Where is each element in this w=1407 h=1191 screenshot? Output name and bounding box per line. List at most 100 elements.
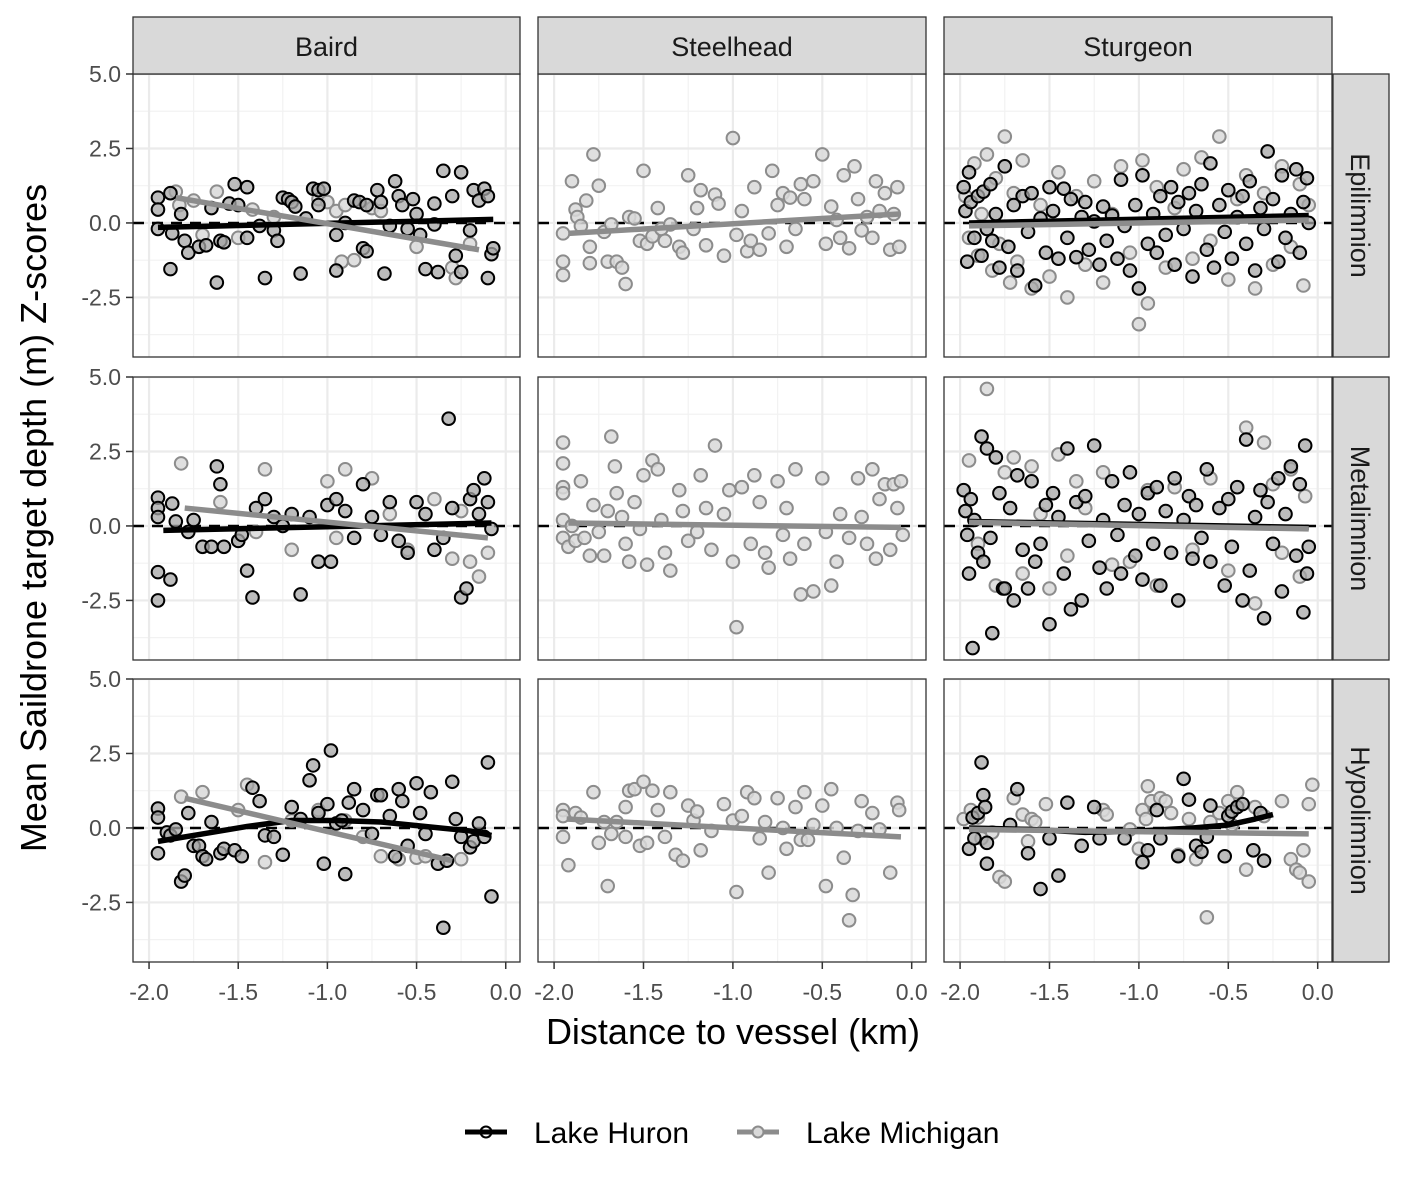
point-lake-michigan xyxy=(586,784,601,800)
legend-item-lake-michigan[interactable]: Lake Michigan xyxy=(737,1117,999,1150)
point-lake-michigan xyxy=(797,191,812,207)
point-lake-michigan xyxy=(779,500,794,516)
point-lake-michigan xyxy=(693,842,709,858)
point-lake-michigan xyxy=(329,530,344,546)
point-lake-michigan xyxy=(680,167,696,183)
point-lake-michigan xyxy=(747,790,762,806)
point-lake-michigan xyxy=(979,381,995,397)
point-lake-michigan xyxy=(627,211,642,226)
point-lake-huron xyxy=(302,772,317,788)
x-tick-label: -0.5 xyxy=(802,979,842,1005)
point-lake-michigan xyxy=(1163,805,1179,821)
point-lake-huron xyxy=(977,799,993,815)
point-lake-michigan xyxy=(1247,281,1263,296)
point-lake-michigan xyxy=(1015,153,1030,168)
point-lake-michigan xyxy=(729,884,744,900)
point-lake-michigan xyxy=(614,260,630,275)
point-lake-michigan xyxy=(284,542,300,558)
point-lake-huron xyxy=(1217,578,1233,593)
point-lake-huron xyxy=(346,781,362,797)
point-lake-huron xyxy=(400,545,415,561)
point-lake-huron xyxy=(1194,844,1209,860)
point-lake-michigan xyxy=(997,129,1013,144)
y-axis-hypolimnion: 5.0 2.5 0.0 -2.5 xyxy=(81,666,133,915)
point-lake-huron xyxy=(177,868,193,883)
point-lake-huron xyxy=(1060,795,1075,810)
point-lake-huron xyxy=(150,564,166,580)
point-lake-huron xyxy=(992,260,1007,275)
point-lake-michigan xyxy=(1185,251,1200,266)
point-lake-michigan xyxy=(841,530,857,546)
point-lake-michigan xyxy=(757,545,773,561)
point-lake-huron xyxy=(186,512,201,528)
x-tick-label: -1.5 xyxy=(1030,979,1070,1005)
point-lake-michigan xyxy=(1038,796,1054,812)
point-lake-huron xyxy=(1185,269,1200,284)
point-lake-huron xyxy=(1212,197,1227,213)
x-axis-sturgeon: -2.0 -1.5 -1.0 -0.5 0.0 xyxy=(940,962,1334,1005)
point-lake-huron xyxy=(316,856,332,871)
point-lake-michigan xyxy=(752,494,768,510)
point-lake-michigan xyxy=(591,835,607,851)
point-lake-huron xyxy=(1242,173,1258,189)
y-tick-label: 5.0 xyxy=(89,364,121,390)
point-lake-michigan xyxy=(578,193,594,208)
point-lake-michigan xyxy=(1095,275,1111,290)
point-lake-michigan xyxy=(704,542,719,558)
point-lake-huron xyxy=(150,845,166,861)
point-lake-michigan xyxy=(761,226,776,241)
point-lake-huron xyxy=(1135,167,1150,183)
point-lake-michigan xyxy=(555,435,571,450)
point-lake-huron xyxy=(320,796,335,812)
point-lake-huron xyxy=(209,275,225,290)
x-tick-label: -1.0 xyxy=(1119,979,1159,1005)
point-lake-huron xyxy=(394,793,410,809)
strip-row-metalimnion: Metalimnion xyxy=(1332,376,1390,661)
panel-border xyxy=(132,376,521,661)
point-lake-michigan xyxy=(854,793,869,809)
panel-border xyxy=(132,678,521,963)
point-lake-michigan xyxy=(734,808,750,824)
point-lake-michigan xyxy=(693,468,709,483)
point-lake-michigan xyxy=(1135,153,1150,168)
point-lake-michigan xyxy=(591,178,607,194)
point-lake-michigan xyxy=(891,802,907,818)
point-lake-michigan xyxy=(961,453,977,468)
y-tick-label: 0.0 xyxy=(89,210,121,236)
point-lake-michigan xyxy=(893,473,909,489)
point-lake-huron xyxy=(1140,842,1156,858)
panel-sturgeon-epilimnion xyxy=(943,73,1333,358)
point-lake-huron xyxy=(1056,566,1072,581)
point-lake-huron xyxy=(967,230,982,246)
point-lake-michigan xyxy=(743,233,759,249)
point-lake-huron xyxy=(1271,470,1286,486)
point-lake-huron xyxy=(1051,251,1066,266)
point-lake-huron xyxy=(1086,438,1102,453)
point-lake-huron xyxy=(466,482,481,498)
point-lake-michigan xyxy=(689,804,705,819)
point-lake-huron xyxy=(204,814,219,830)
point-lake-huron xyxy=(180,245,196,261)
point-lake-huron xyxy=(177,233,193,249)
point-lake-huron xyxy=(961,165,977,180)
point-lake-huron xyxy=(1117,497,1132,513)
legend-item-lake-huron[interactable]: Lake Huron xyxy=(465,1117,689,1150)
x-tick-label: -2.0 xyxy=(940,979,980,1005)
point-lake-michigan xyxy=(555,226,571,241)
point-lake-huron xyxy=(427,542,442,558)
point-lake-huron xyxy=(444,188,460,204)
point-lake-michigan xyxy=(752,831,768,846)
point-lake-michigan xyxy=(453,851,469,867)
point-lake-huron xyxy=(216,539,232,555)
point-lake-michigan xyxy=(555,267,571,283)
point-lake-huron xyxy=(983,176,998,192)
point-lake-michigan xyxy=(1020,834,1036,849)
strip-column-sturgeon: Sturgeon xyxy=(943,16,1333,75)
point-lake-huron xyxy=(305,758,321,773)
point-lake-michigan xyxy=(854,223,869,238)
point-lake-michigan xyxy=(814,798,830,813)
point-lake-michigan xyxy=(823,199,839,214)
panel-steelhead-hypolimnion xyxy=(537,678,927,963)
point-lake-michigan xyxy=(1042,581,1057,596)
point-lake-michigan xyxy=(1238,420,1254,435)
